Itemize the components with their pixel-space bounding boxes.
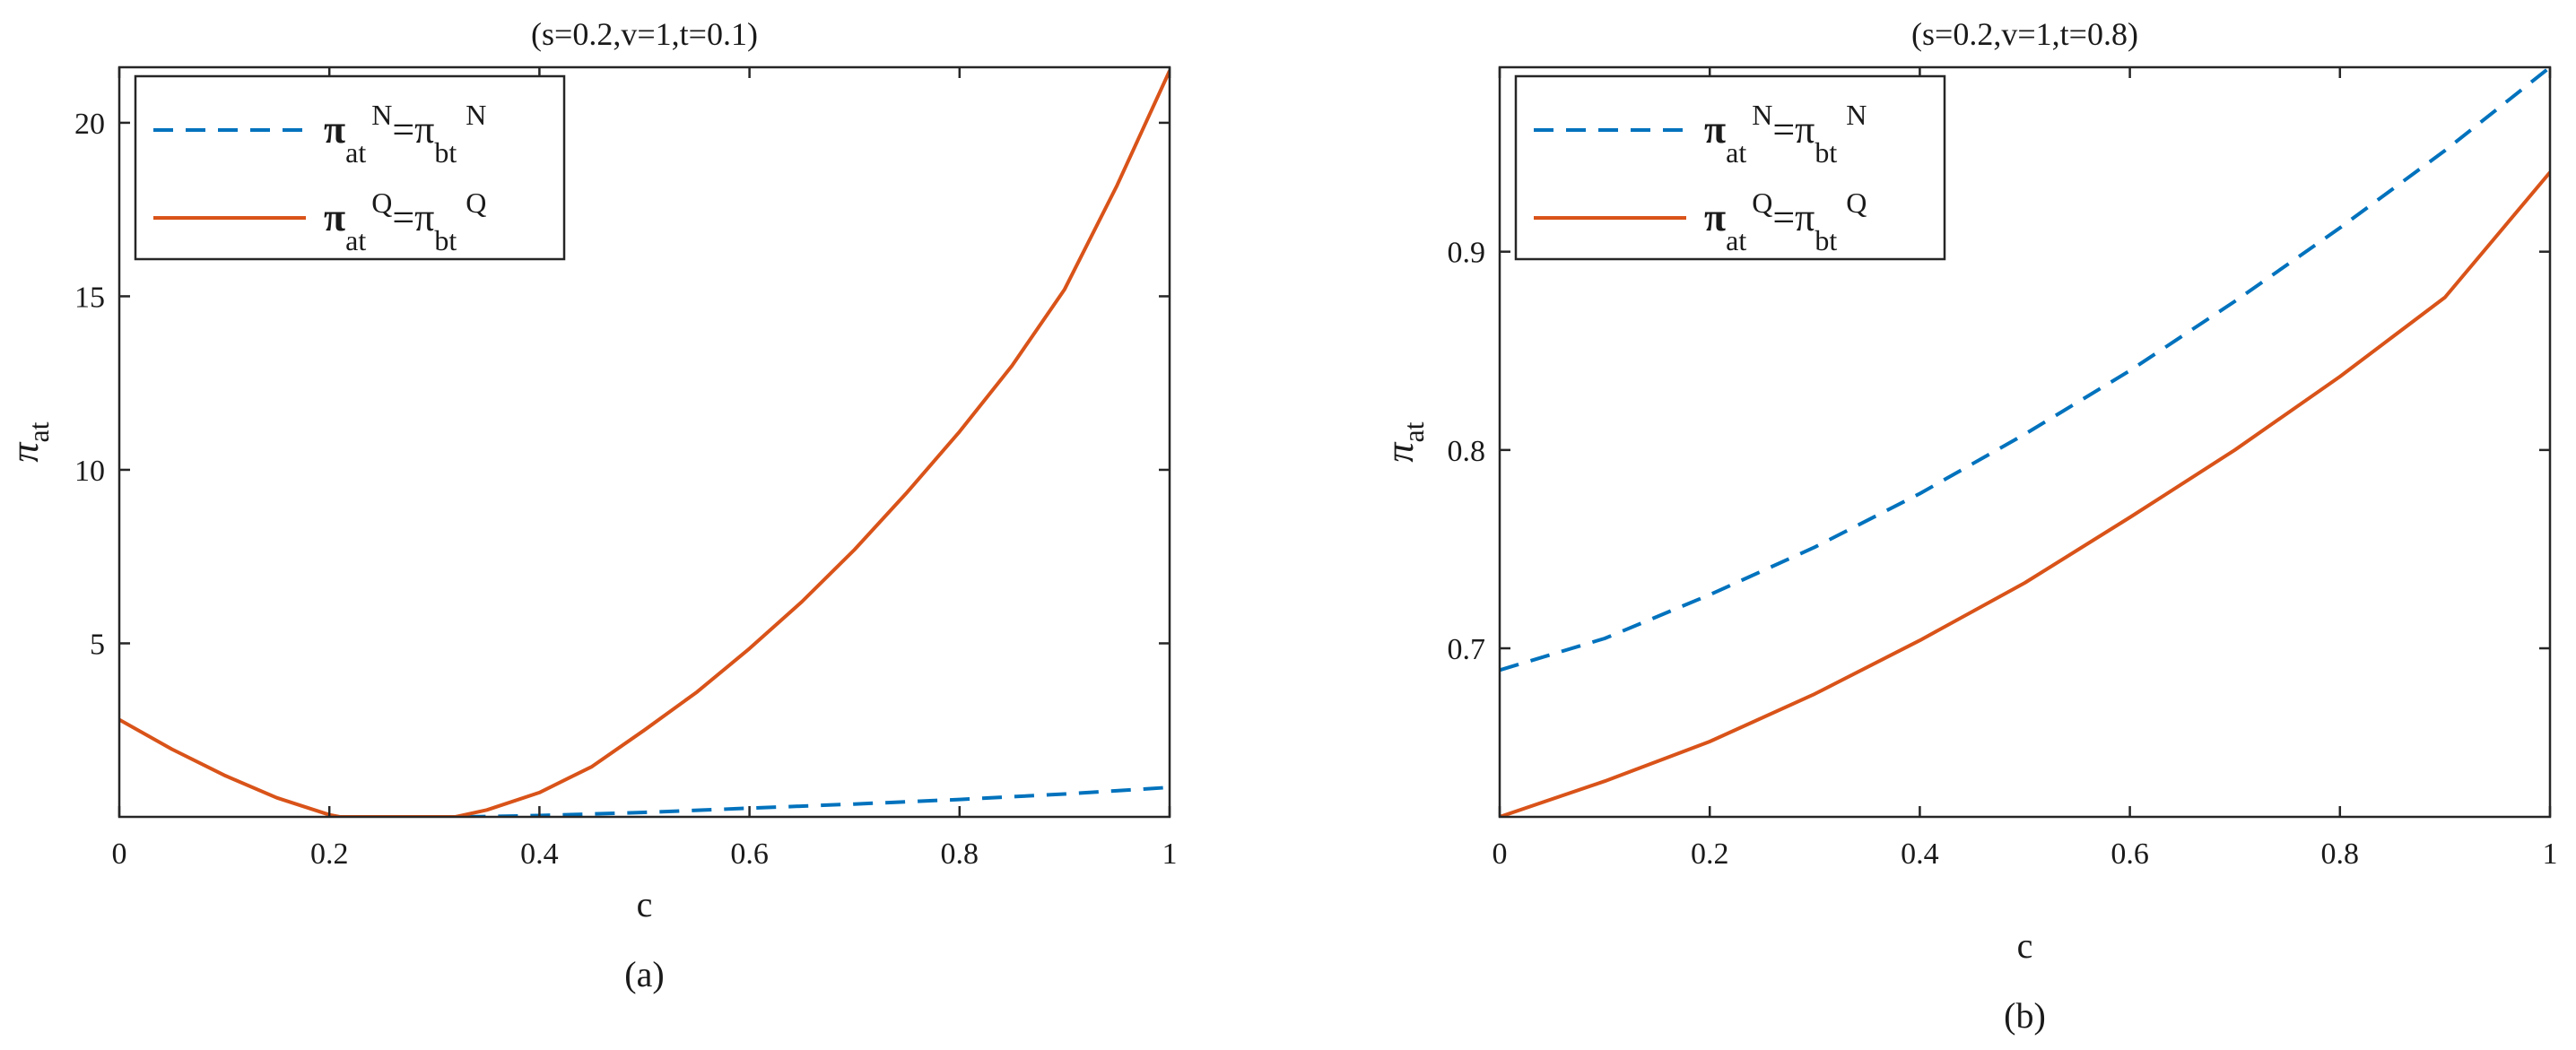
series-line-Q — [119, 70, 1170, 817]
axes-box — [117, 65, 1171, 819]
y-axis-label: πat — [1378, 421, 1430, 462]
legend: πatN=πbtN πatQ=πbtQ — [1514, 74, 1946, 261]
y-axis-label-symbol: π — [3, 441, 47, 463]
x-axis-label: c — [637, 884, 653, 924]
x-tick-label: 0.8 — [941, 837, 979, 871]
x-tick-label: 0.6 — [730, 837, 769, 871]
y-axis-label: πat — [3, 421, 55, 462]
y-axis-label-symbol: π — [1378, 441, 1422, 463]
x-tick-label: 1 — [1162, 837, 1178, 871]
panel-caption: (a) — [624, 954, 664, 994]
chart-panel-a: 0 0.2 0.4 0.6 0.8 15101520(s=0.2,v=1,t=0.1)c(… — [3, 16, 1178, 994]
y-axis-label-text: πat — [3, 421, 55, 462]
x-tick-label: 0.4 — [520, 837, 559, 871]
x-tick-label: 1 — [2543, 837, 2558, 871]
chart-panel-b: 0 0.2 0.4 0.6 0.8 1 0.7 0.8 0.9 (s=0.2,v=1,t=0.8)… — [1378, 16, 2558, 1036]
legend-entry-label: πatQ=πbtQ — [1704, 187, 1867, 256]
legend-entry-label: πatN=πbtN — [1704, 99, 1867, 169]
x-axis-label: c — [2017, 925, 2033, 966]
y-tick-label: 15 — [74, 281, 105, 314]
axes-box — [1498, 65, 2552, 819]
y-tick-label: 0.8 — [1448, 435, 1486, 468]
series-line-N — [466, 785, 1170, 817]
y-tick-label: 10 — [74, 455, 105, 488]
series-line-Q — [1500, 170, 2550, 817]
y-tick-label: 20 — [74, 108, 105, 141]
chart-title: (s=0.2,v=1,t=0.1) — [531, 16, 758, 52]
y-tick-label: 5 — [90, 628, 105, 661]
y-tick-label: 0.9 — [1448, 237, 1486, 270]
y-tick-label: 0.7 — [1448, 633, 1486, 666]
x-tick-label: 0.6 — [2110, 837, 2149, 871]
x-tick-label: 0.8 — [2321, 837, 2360, 871]
x-tick-label: 0 — [1493, 837, 1508, 871]
y-axis-label-subscript: at — [1397, 421, 1430, 442]
chart-title: (s=0.2,v=1,t=0.8) — [1911, 16, 2138, 52]
legend-box — [134, 74, 566, 261]
x-tick-label: 0.4 — [1901, 837, 1939, 871]
y-axis-label-text: πat — [1378, 421, 1430, 462]
legend: πatN=πbtN πatQ=πbtQ — [134, 74, 566, 261]
legend-box — [1514, 74, 1946, 261]
x-tick-label: 0.2 — [1691, 837, 1729, 871]
legend-entry-label: πatN=πbtN — [324, 99, 486, 169]
y-axis-label-subscript: at — [22, 421, 55, 442]
x-tick-label: 0 — [112, 837, 127, 871]
x-tick-label: 0.2 — [310, 837, 349, 871]
legend-entry-label: πatQ=πbtQ — [324, 187, 486, 256]
panel-caption: (b) — [2004, 995, 2046, 1036]
